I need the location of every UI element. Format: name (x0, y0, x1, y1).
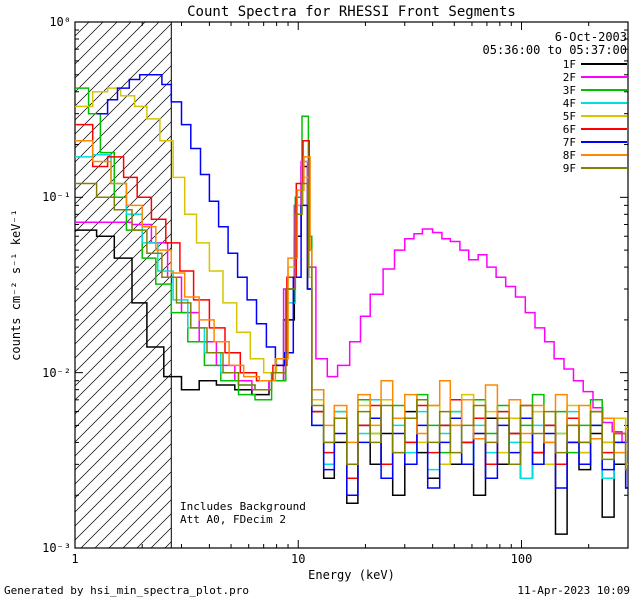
legend-line-swatch (581, 167, 627, 169)
chart-title: Count Spectra for RHESSI Front Segments (187, 4, 516, 20)
legend-item: 7F (562, 135, 627, 149)
legend: 1F 2F 3F 4F 5F 6F 7F 8F 9F (562, 57, 627, 175)
legend-item: 2F (562, 70, 627, 84)
legend-line-swatch (581, 154, 627, 156)
legend-line-swatch (581, 63, 627, 65)
legend-item: 3F (562, 83, 627, 97)
legend-label: 2F (562, 70, 576, 84)
annotation-attenuator-state: Att A0, FDecim 2 (180, 513, 286, 526)
y-tick-label: 10⁰ (49, 15, 71, 29)
x-tick-label: 1 (71, 552, 79, 566)
x-tick-label: 100 (510, 552, 533, 566)
legend-label: 1F (562, 57, 576, 71)
legend-item: 8F (562, 148, 627, 162)
plot-timestamp: 11-Apr-2023 10:09 (517, 584, 630, 597)
legend-label: 3F (562, 83, 576, 97)
annotation-includes-background: Includes Background (180, 500, 306, 513)
legend-item: 5F (562, 109, 627, 123)
legend-label: 6F (562, 122, 576, 136)
y-tick-label: 10⁻² (42, 365, 71, 380)
legend-line-swatch (581, 115, 627, 117)
legend-item: 4F (562, 96, 627, 110)
legend-label: 9F (562, 161, 576, 175)
x-tick-label: 10 (291, 552, 306, 566)
legend-label: 7F (562, 135, 576, 149)
legend-item: 9F (562, 161, 627, 175)
generated-by-label: Generated by hsi_min_spectra_plot.pro (4, 584, 250, 597)
observation-time-range: 05:36:00 to 05:37:00 (482, 43, 628, 57)
legend-line-swatch (581, 128, 627, 130)
observation-date: 6-Oct-2003 (554, 30, 627, 44)
legend-label: 4F (562, 96, 576, 110)
legend-line-swatch (581, 141, 627, 143)
y-tick-label: 10⁻¹ (42, 190, 71, 205)
legend-item: 6F (562, 122, 627, 136)
legend-line-swatch (581, 102, 627, 104)
legend-item: 1F (562, 57, 627, 71)
y-axis-label: counts cm⁻² s⁻¹ keV⁻¹ (9, 209, 23, 361)
x-axis-label: Energy (keV) (308, 568, 395, 582)
legend-label: 8F (562, 148, 576, 162)
y-tick-label: 10⁻³ (42, 541, 71, 555)
legend-line-swatch (581, 89, 627, 91)
legend-label: 5F (562, 109, 576, 123)
legend-line-swatch (581, 76, 627, 78)
